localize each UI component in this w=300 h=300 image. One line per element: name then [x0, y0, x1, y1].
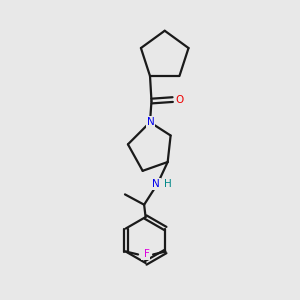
- Text: F: F: [142, 250, 148, 260]
- Text: H: H: [164, 179, 172, 189]
- Text: N: N: [152, 179, 160, 189]
- Text: F: F: [144, 250, 150, 260]
- Text: N: N: [147, 117, 154, 127]
- Text: O: O: [175, 94, 183, 105]
